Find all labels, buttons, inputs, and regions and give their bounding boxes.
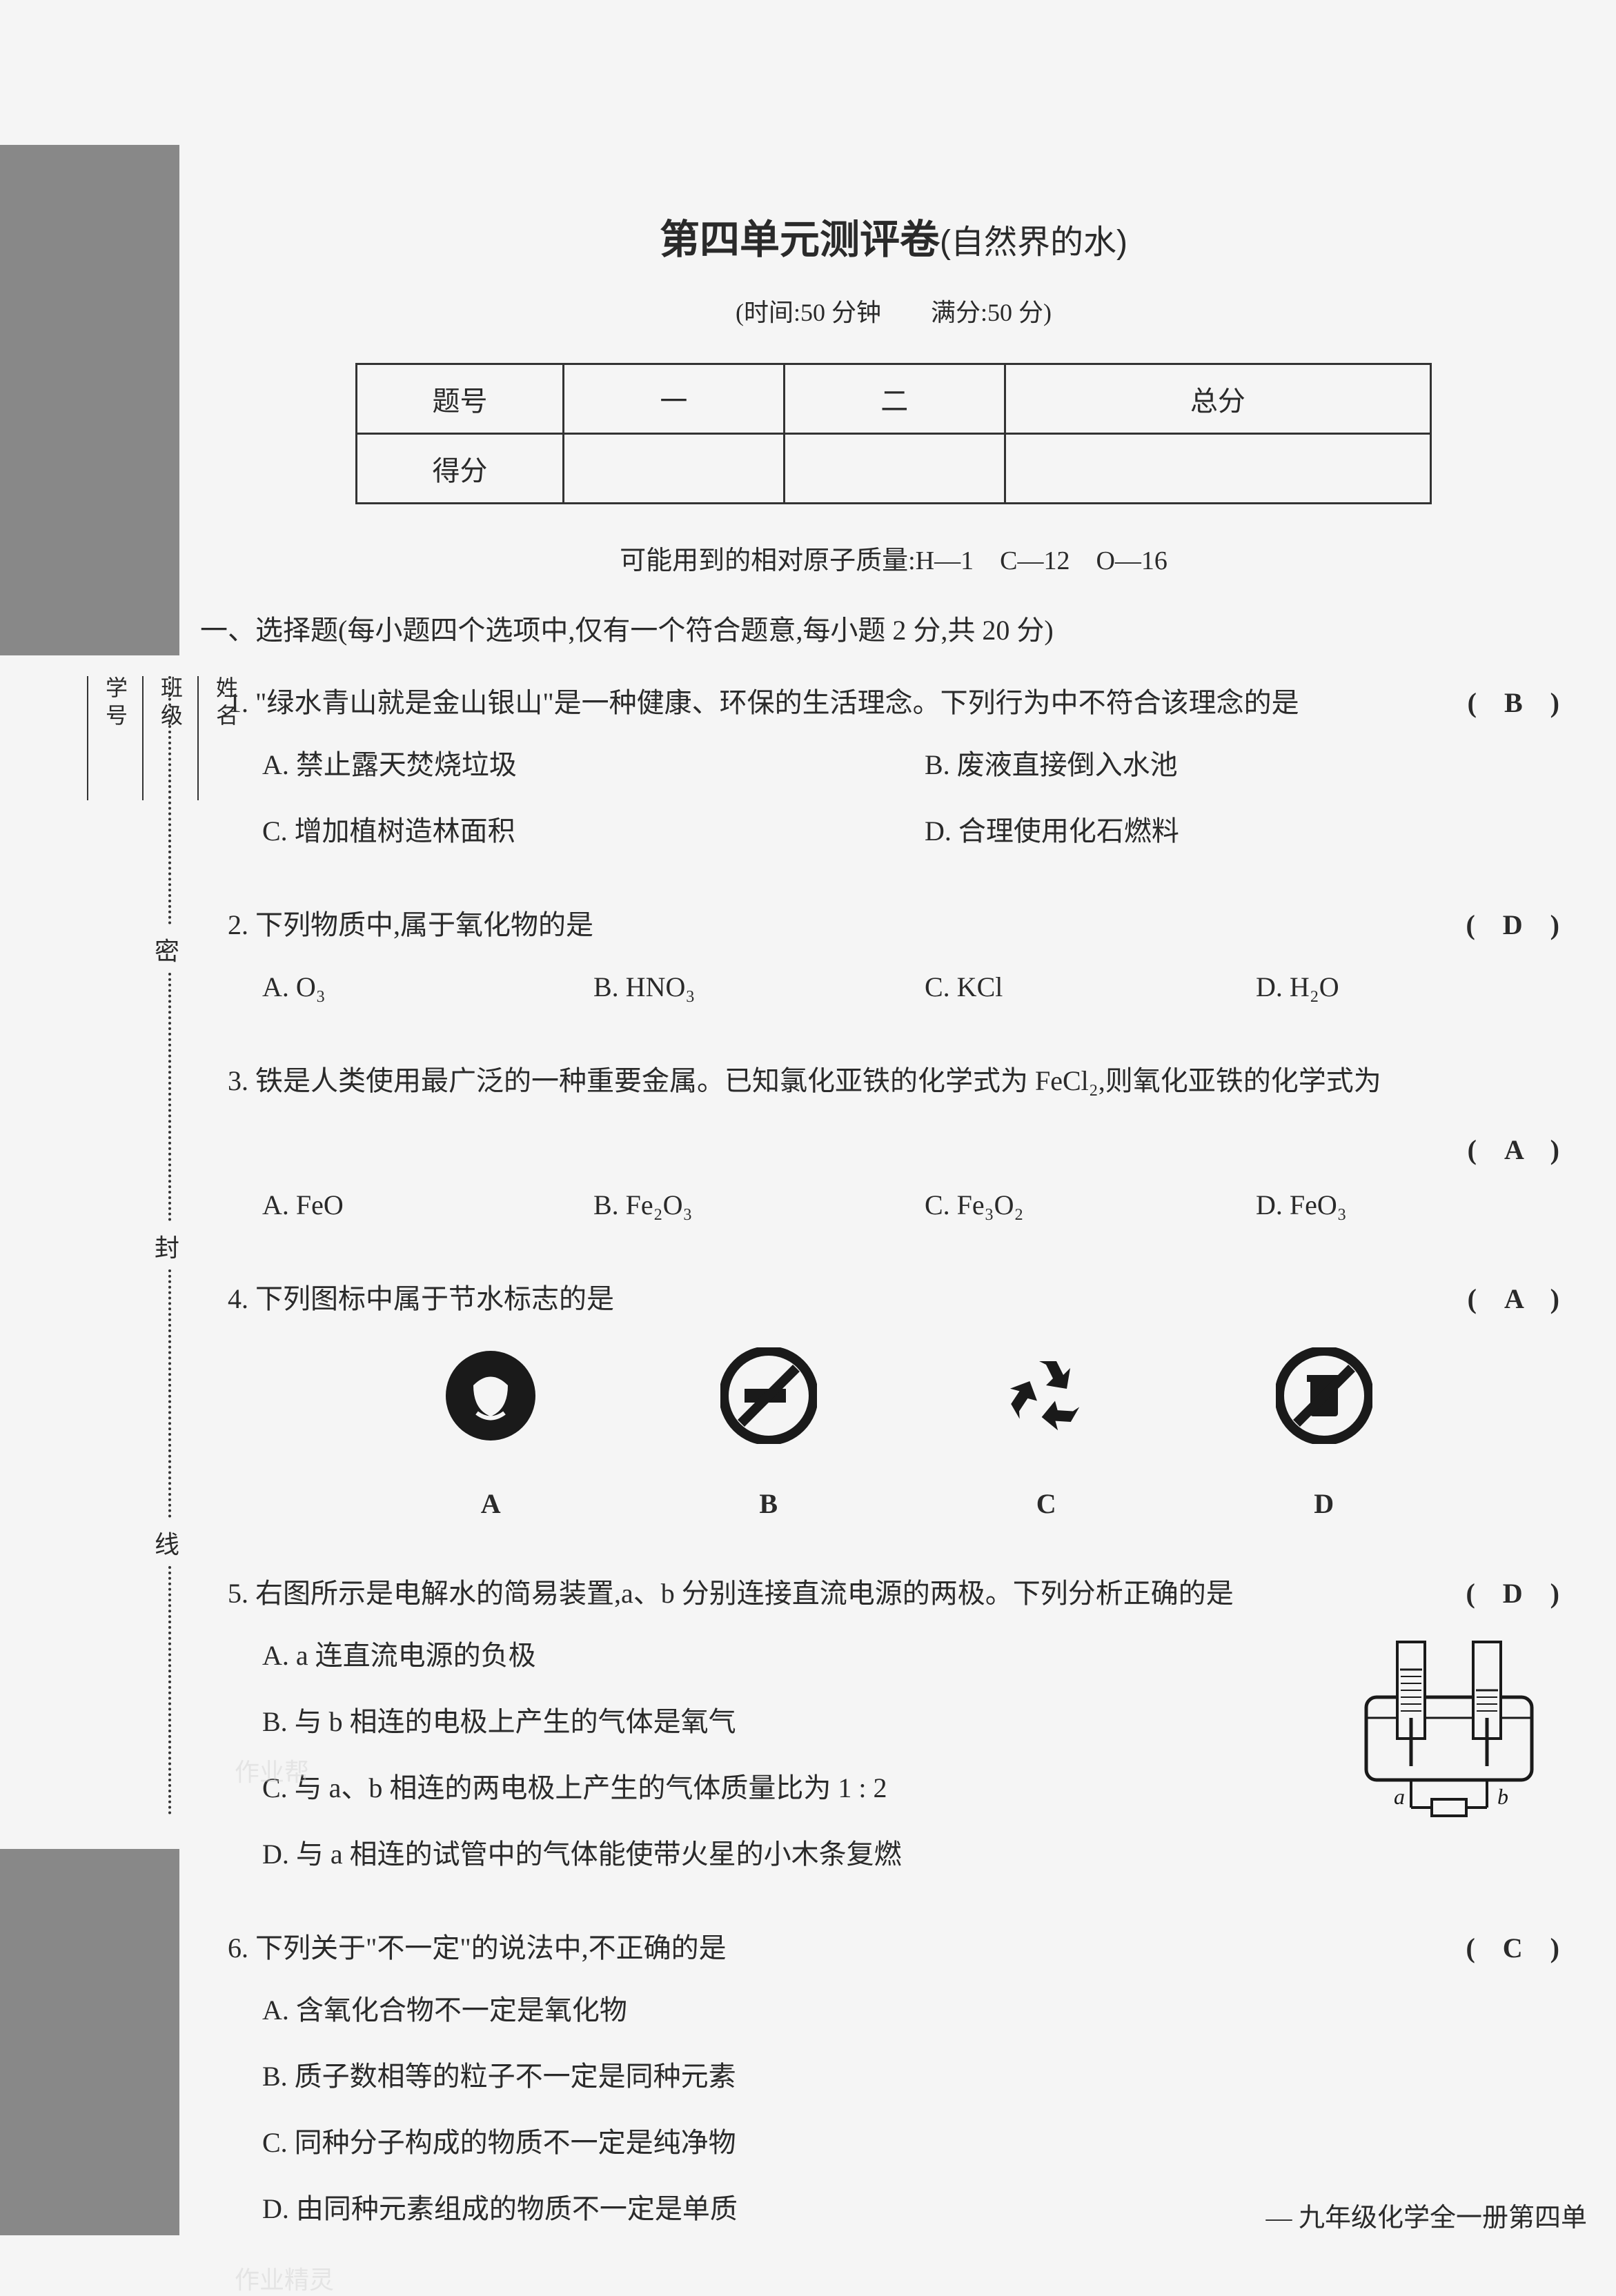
q6-opt-c: C. 同种分子构成的物质不一定是纯净物 <box>262 2115 1587 2170</box>
title-sub: (自然界的水) <box>940 224 1127 261</box>
q1-text: 1. "绿水青山就是金山银山"是一种健康、环保的生活理念。下列行为中不符合该理念… <box>228 687 1299 718</box>
seal-line: 密 封 线 <box>159 676 179 1808</box>
q6-opt-b: B. 质子数相等的粒子不一定是同种元素 <box>262 2049 1587 2104</box>
q2-opt-c: C. KCl <box>925 960 1256 1015</box>
watermark-1: 作业帮 <box>235 1752 309 1788</box>
gray-block-top <box>0 145 179 655</box>
label-id: 学号 <box>99 676 131 800</box>
time-info: (时间:50 分钟 满分:50 分) <box>200 293 1587 328</box>
q3-opt-b: B. Fe₂O₃ <box>593 1178 925 1233</box>
section-title: 一、选择题(每小题四个选项中,仅有一个符合题意,每小题 2 分,共 20 分) <box>200 608 1587 648</box>
th-2: 二 <box>784 364 1005 434</box>
no-smoking-icon <box>720 1347 817 1444</box>
question-4: 4. 下列图标中属于节水标志的是 ( A ) A B <box>200 1271 1587 1538</box>
footer: — 九年级化学全一册第四单 <box>1265 2196 1587 2234</box>
water-save-icon <box>442 1347 539 1444</box>
td-blank <box>784 434 1005 504</box>
q3-text: 3. 铁是人类使用最广泛的一种重要金属。已知氯化亚铁的化学式为 FeCl₂,则氧… <box>228 1065 1381 1096</box>
q6-answer: ( C ) <box>1466 1921 1559 1976</box>
label-a: a <box>1394 1784 1405 1809</box>
icon-b-wrap: B <box>720 1347 817 1532</box>
seal-feng: 封 <box>155 1228 179 1264</box>
th-total: 总分 <box>1005 364 1430 434</box>
atomic-mass: 可能用到的相对原子质量:H—1 C—12 O—16 <box>200 539 1587 577</box>
table-row: 得分 <box>357 434 1431 504</box>
recycle-icon <box>998 1347 1094 1444</box>
q5-opt-b: B. 与 b 相连的电极上产生的气体是氧气 <box>262 1694 1263 1750</box>
q5-opt-c: C. 与 a、b 相连的两电极上产生的气体质量比为 1 : 2 <box>262 1761 1263 1816</box>
td-blank <box>1005 434 1430 504</box>
question-2: 2. 下列物质中,属于氧化物的是 ( D ) A. O₃ B. HNO₃ C. … <box>200 898 1587 1026</box>
icon-a-label: A <box>442 1476 539 1532</box>
q1-opt-c: C. 增加植树造林面积 <box>262 804 925 859</box>
td-blank <box>564 434 785 504</box>
title-main: 第四单元测评卷 <box>660 217 940 262</box>
q5-opt-d: D. 与 a 相连的试管中的气体能使带火星的小木条复燃 <box>262 1827 1263 1882</box>
q2-opt-b: B. HNO₃ <box>593 960 925 1015</box>
question-3: 3. 铁是人类使用最广泛的一种重要金属。已知氯化亚铁的化学式为 FeCl₂,则氧… <box>200 1053 1587 1244</box>
q3-opt-c: C. Fe₃O₂ <box>925 1178 1256 1233</box>
q5-text: 5. 右图所示是电解水的简易装置,a、b 分别连接直流电源的两极。下列分析正确的… <box>228 1578 1234 1609</box>
seal-xian: 线 <box>155 1525 179 1561</box>
icon-c-wrap: C <box>998 1347 1094 1532</box>
watermark-2: 作业精灵 <box>235 2260 334 2296</box>
page-title: 第四单元测评卷(自然界的水) <box>200 207 1587 265</box>
score-table: 题号 一 二 总分 得分 <box>355 363 1432 504</box>
icon-b-label: B <box>720 1476 817 1532</box>
th-1: 一 <box>564 364 785 434</box>
q2-opt-a: A. O₃ <box>262 960 593 1015</box>
td-score-label: 得分 <box>357 434 564 504</box>
icon-c-label: C <box>998 1476 1094 1532</box>
table-row: 题号 一 二 总分 <box>357 364 1431 434</box>
q4-answer: ( A ) <box>1468 1271 1559 1327</box>
q2-text: 2. 下列物质中,属于氧化物的是 <box>228 909 593 940</box>
icon-d-label: D <box>1276 1476 1372 1532</box>
q4-text: 4. 下列图标中属于节水标志的是 <box>228 1283 614 1314</box>
q5-answer: ( D ) <box>1466 1566 1559 1621</box>
q3-opt-a: A. FeO <box>262 1178 593 1233</box>
q1-opt-b: B. 废液直接倒入水池 <box>925 738 1587 793</box>
electrolysis-diagram: a b <box>1352 1628 1546 1847</box>
th-num: 题号 <box>357 364 564 434</box>
icon-d-wrap: D <box>1276 1347 1372 1532</box>
content-area: 第四单元测评卷(自然界的水) (时间:50 分钟 满分:50 分) 题号 一 二… <box>200 207 1587 2275</box>
q2-opt-d: D. H₂O <box>1256 960 1587 1015</box>
icon-a-wrap: A <box>442 1347 539 1532</box>
no-littering-icon <box>1276 1347 1372 1444</box>
q1-opt-d: D. 合理使用化石燃料 <box>925 804 1587 859</box>
q2-answer: ( D ) <box>1466 898 1559 953</box>
q6-opt-a: A. 含氧化合物不一定是氧化物 <box>262 1983 1587 2038</box>
label-b: b <box>1497 1784 1508 1809</box>
left-margin: 姓名 班级 学号 密 封 线 <box>0 0 179 2282</box>
q1-opt-a: A. 禁止露天焚烧垃圾 <box>262 738 925 793</box>
q1-answer: ( B ) <box>1468 675 1559 731</box>
q3-opt-d: D. FeO₃ <box>1256 1178 1587 1233</box>
q3-answer: ( A ) <box>1468 1122 1559 1178</box>
gray-block-bottom <box>0 1849 179 2235</box>
q6-text: 6. 下列关于"不一定"的说法中,不正确的是 <box>228 1932 727 1963</box>
question-5: 5. 右图所示是电解水的简易装置,a、b 分别连接直流电源的两极。下列分析正确的… <box>200 1566 1587 1893</box>
q5-opt-a: A. a 连直流电源的负极 <box>262 1628 1263 1683</box>
seal-mi: 密 <box>155 931 179 967</box>
question-1: 1. "绿水青山就是金山银山"是一种健康、环保的生活理念。下列行为中不符合该理念… <box>200 675 1587 870</box>
